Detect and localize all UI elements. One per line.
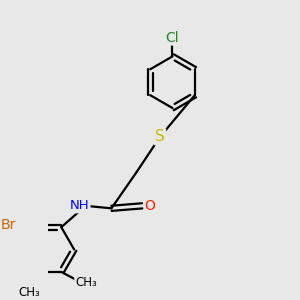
Text: CH₃: CH₃ (75, 276, 97, 289)
Text: Cl: Cl (166, 31, 179, 44)
Text: S: S (155, 129, 165, 144)
Text: Br: Br (1, 218, 16, 232)
Text: O: O (145, 199, 156, 213)
Text: CH₃: CH₃ (19, 286, 40, 299)
Text: NH: NH (70, 199, 89, 212)
